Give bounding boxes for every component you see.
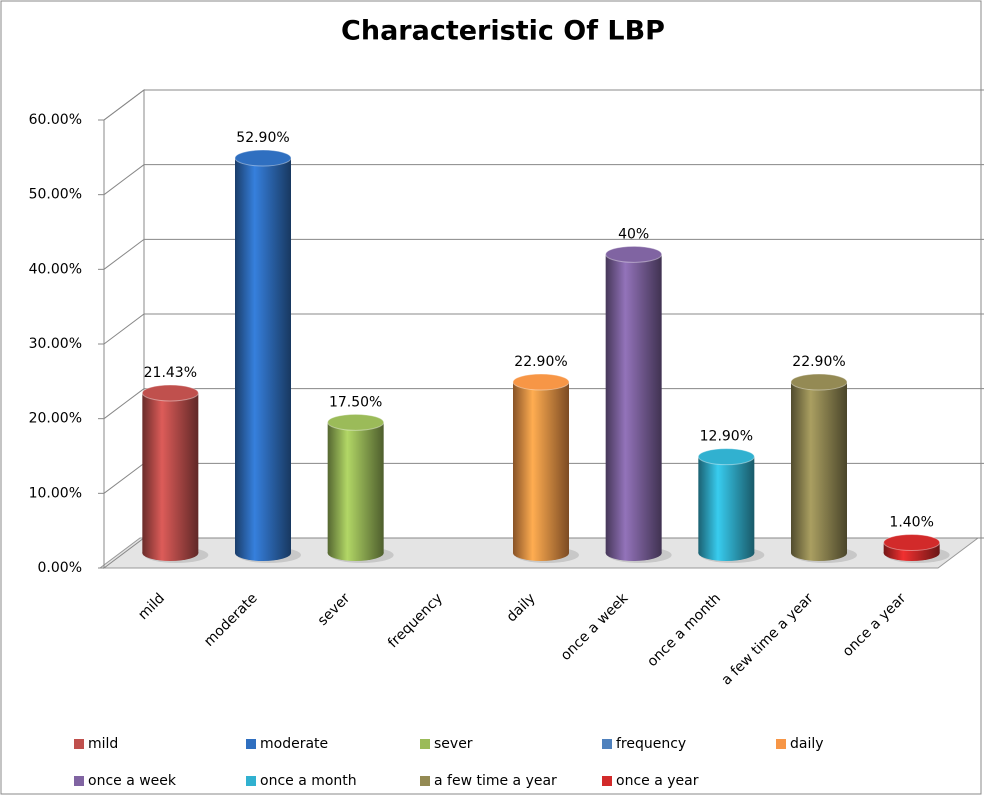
data-label: 22.90%	[514, 354, 567, 370]
data-label: 21.43%	[144, 365, 197, 381]
y-tick-label: 20.00%	[29, 411, 82, 427]
bar-top	[234, 149, 292, 167]
legend-swatch	[420, 739, 430, 749]
data-label: 17.50%	[329, 394, 382, 410]
legend-label: once a year	[616, 773, 699, 789]
legend-label: daily	[790, 736, 824, 752]
legend-swatch	[602, 776, 612, 786]
bar-top	[697, 448, 755, 466]
legend-label: mild	[88, 736, 118, 752]
bar-top	[141, 384, 199, 402]
legend-label: frequency	[616, 736, 686, 752]
bar-top	[327, 413, 385, 431]
data-label: 1.40%	[889, 515, 933, 531]
bar	[698, 456, 755, 553]
bar-top	[883, 534, 941, 552]
bar	[142, 392, 199, 553]
data-label: 22.90%	[792, 354, 845, 370]
legend-swatch	[74, 776, 84, 786]
y-tick-label: 40.00%	[29, 261, 82, 277]
y-tick-label: 10.00%	[29, 485, 82, 501]
legend-swatch	[776, 739, 786, 749]
legend-label: sever	[434, 736, 473, 752]
y-tick-label: 0.00%	[38, 560, 82, 576]
data-label: 12.90%	[700, 429, 753, 445]
y-tick-label: 50.00%	[29, 187, 82, 203]
bar	[327, 422, 384, 553]
legend-swatch	[602, 739, 612, 749]
grid-line	[103, 164, 984, 196]
legend-label: a few time a year	[434, 773, 557, 789]
legend-swatch	[246, 739, 256, 749]
bar	[791, 382, 847, 553]
grid-line	[103, 238, 984, 270]
y-tick-label: 60.00%	[29, 112, 82, 128]
legend-swatch	[246, 776, 256, 786]
bar	[235, 158, 291, 553]
bar-top	[605, 245, 663, 263]
bar	[605, 254, 662, 554]
legend-swatch	[74, 739, 84, 749]
legend-label: once a month	[260, 773, 357, 789]
data-label: 52.90%	[236, 130, 289, 146]
chart-title: Characteristic Of LBP	[341, 16, 665, 47]
y-tick-label: 30.00%	[29, 336, 82, 352]
legend-label: moderate	[260, 736, 328, 752]
grid-line	[103, 313, 984, 345]
grid-line	[103, 388, 984, 420]
data-label: 40%	[618, 226, 649, 242]
bar-top	[512, 373, 570, 391]
bar	[513, 382, 569, 553]
legend-swatch	[420, 776, 430, 786]
grid-line	[103, 89, 984, 121]
bar-top	[790, 373, 848, 391]
legend-label: once a week	[88, 773, 177, 789]
